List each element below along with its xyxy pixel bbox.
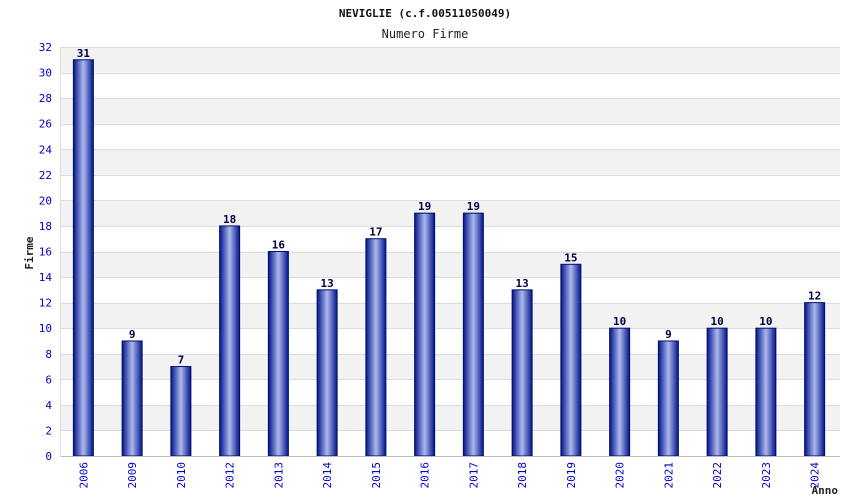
- data-label: 12: [808, 290, 821, 303]
- x-tick-label: 2024: [809, 462, 822, 489]
- bar: [511, 289, 533, 457]
- bar: [560, 263, 582, 457]
- grid-band: [60, 302, 840, 329]
- y-tick-label: 28: [39, 92, 52, 105]
- x-tick-label: 2006: [77, 462, 90, 489]
- bar: [170, 366, 192, 457]
- grid-band: [60, 251, 840, 278]
- y-tick-label: 10: [39, 322, 52, 335]
- data-label: 9: [129, 328, 136, 341]
- bar: [219, 225, 241, 457]
- x-tick-label: 2016: [419, 462, 432, 489]
- data-label: 13: [516, 277, 529, 290]
- y-tick-label: 16: [39, 246, 52, 259]
- x-tick-label: 2017: [467, 462, 480, 489]
- data-label: 13: [321, 277, 334, 290]
- chart-subtitle: Numero Firme: [382, 27, 469, 41]
- data-label: 19: [418, 200, 431, 213]
- x-tick-label: 2019: [565, 462, 578, 489]
- bar: [804, 302, 826, 457]
- bar: [414, 212, 436, 457]
- x-tick-label: 2010: [175, 462, 188, 489]
- grid-band: [60, 149, 840, 175]
- x-tick-label: 2014: [321, 462, 334, 489]
- bar: [755, 327, 777, 457]
- x-tick-label: 2020: [614, 462, 627, 489]
- y-tick-label: 26: [39, 118, 52, 131]
- y-axis-label: Firme: [23, 236, 36, 269]
- data-label: 31: [77, 47, 91, 60]
- y-tick-label: 12: [39, 297, 52, 310]
- data-label: 7: [178, 354, 185, 367]
- bar: [121, 340, 143, 457]
- data-label: 19: [467, 200, 480, 213]
- chart-title: NEVIGLIE (c.f.00511050049): [339, 7, 511, 20]
- x-axis: 2006 2009 2010 2012 2013 2014 2015 2016 2017 2018…: [77, 462, 821, 489]
- y-tick-label: 4: [45, 399, 52, 412]
- y-tick-label: 20: [39, 194, 52, 207]
- y-tick-label: 6: [45, 373, 52, 386]
- y-tick-label: 14: [39, 271, 53, 284]
- bar: [316, 289, 338, 457]
- bar: [72, 59, 94, 457]
- data-label: 18: [223, 213, 236, 226]
- bar: [657, 340, 679, 457]
- bar: [706, 327, 728, 457]
- bar: [462, 212, 484, 457]
- grid-band: [60, 47, 840, 73]
- data-label: 9: [665, 328, 672, 341]
- grid-band: [60, 98, 840, 124]
- y-tick-label: 22: [39, 169, 52, 182]
- data-label: 15: [564, 251, 577, 264]
- data-label: 10: [711, 315, 724, 328]
- bar: [609, 327, 631, 457]
- x-tick-label: 2013: [272, 462, 285, 489]
- y-tick-label: 2: [45, 424, 52, 437]
- y-tick-label: 18: [39, 220, 52, 233]
- data-label: 10: [613, 315, 626, 328]
- y-tick-label: 8: [45, 348, 52, 361]
- y-tick-label: 24: [39, 143, 53, 156]
- bar: [365, 238, 387, 457]
- grid-band: [60, 200, 840, 226]
- x-tick-label: 2021: [662, 462, 675, 489]
- x-tick-label: 2012: [224, 462, 237, 489]
- data-label: 17: [369, 226, 382, 239]
- bar: [267, 251, 289, 457]
- y-tick-label: 30: [39, 67, 52, 80]
- x-tick-label: 2015: [370, 462, 383, 489]
- x-tick-label: 2009: [126, 462, 139, 489]
- bars: 31 9 7 18 16 13 17 19 19 13 15 10 9 10 10 12: [72, 47, 826, 457]
- x-axis-label: Anno: [812, 484, 839, 497]
- data-label: 16: [272, 239, 286, 252]
- x-tick-label: 2023: [760, 462, 773, 489]
- y-tick-label: 0: [45, 450, 52, 463]
- x-tick-label: 2022: [711, 462, 724, 489]
- x-tick-label: 2018: [516, 462, 529, 489]
- data-label: 10: [759, 315, 772, 328]
- y-tick-label: 32: [39, 41, 52, 54]
